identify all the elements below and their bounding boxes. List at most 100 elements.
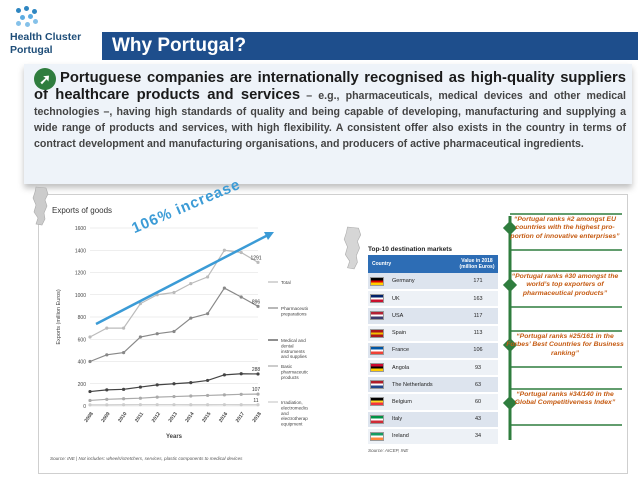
country-value: 117 bbox=[456, 307, 498, 326]
country-value: 43 bbox=[456, 410, 498, 429]
country-flag-icon bbox=[370, 276, 384, 286]
legend-label: Irradiation, electromedical and electrother… bbox=[281, 400, 308, 427]
destinations-title: Top-10 destination markets bbox=[368, 246, 453, 253]
country-flag-icon bbox=[370, 294, 384, 304]
y-tick-label: 200 bbox=[78, 382, 87, 388]
timeline-marker bbox=[502, 395, 518, 411]
x-tick-label: 2018 bbox=[252, 411, 263, 424]
x-tick-label: 2013 bbox=[168, 411, 179, 424]
timeline-bracket bbox=[510, 388, 622, 426]
arrow-up-right-icon: ➚ bbox=[34, 68, 56, 90]
portugal-map-icon-2 bbox=[343, 226, 362, 270]
data-point bbox=[206, 403, 210, 407]
data-point bbox=[138, 396, 142, 400]
legend-label: Basicpharmaceuticalproducts bbox=[281, 364, 308, 380]
table-row: Italy 43 bbox=[368, 410, 498, 429]
legend-label: Pharmaceuticalpreparations bbox=[281, 306, 308, 316]
country-name: The Netherlands bbox=[390, 376, 456, 395]
y-tick-label: 400 bbox=[78, 360, 87, 366]
data-point bbox=[172, 394, 176, 399]
data-point bbox=[105, 353, 109, 357]
country-name: Angola bbox=[390, 358, 456, 378]
data-point bbox=[155, 383, 159, 387]
data-point bbox=[138, 385, 142, 389]
y-tick-label: 1200 bbox=[75, 271, 86, 277]
data-point bbox=[88, 389, 92, 394]
country-flag-icon bbox=[370, 345, 384, 355]
end-value-label: 896 bbox=[252, 299, 261, 305]
data-point bbox=[138, 403, 142, 407]
data-point bbox=[88, 403, 92, 407]
data-point bbox=[239, 250, 243, 255]
data-point bbox=[88, 335, 92, 339]
data-point bbox=[222, 393, 226, 397]
flag-cell bbox=[368, 358, 390, 378]
table-row: The Netherlands 63 bbox=[368, 376, 498, 395]
data-point bbox=[88, 359, 92, 364]
table-row: Angola 93 bbox=[368, 358, 498, 378]
data-point bbox=[172, 290, 176, 295]
data-point bbox=[239, 403, 243, 407]
table-row: UK 163 bbox=[368, 290, 498, 309]
flag-cell bbox=[368, 273, 390, 292]
data-point bbox=[206, 393, 210, 398]
x-axis-label: Years bbox=[166, 434, 183, 440]
country-flag-icon bbox=[370, 363, 384, 373]
flag-cell bbox=[368, 324, 390, 343]
table-row: Spain 113 bbox=[368, 324, 498, 343]
x-tick-label: 2016 bbox=[218, 411, 229, 424]
table-row: France 106 bbox=[368, 341, 498, 360]
timeline-marker bbox=[502, 277, 518, 293]
data-point bbox=[206, 312, 210, 316]
data-point bbox=[155, 403, 159, 407]
flag-cell bbox=[368, 393, 390, 412]
end-value-label: 11 bbox=[253, 398, 258, 404]
data-point bbox=[122, 397, 126, 401]
country-value: 113 bbox=[456, 324, 498, 343]
data-point bbox=[155, 395, 159, 399]
data-point bbox=[155, 332, 159, 336]
increase-arrow bbox=[95, 232, 271, 326]
flag-cell bbox=[368, 410, 390, 429]
data-point bbox=[172, 329, 176, 334]
y-axis-label: Exports (million Euros) bbox=[56, 289, 62, 344]
data-point bbox=[239, 372, 243, 376]
col-country-header: Country bbox=[368, 255, 456, 273]
destinations-source: Source: AICEP, INE bbox=[368, 448, 409, 453]
end-value-label: 288 bbox=[252, 367, 261, 373]
data-point bbox=[256, 304, 260, 308]
country-name: Spain bbox=[390, 324, 456, 343]
x-tick-label: 2015 bbox=[201, 411, 212, 424]
data-point bbox=[122, 403, 126, 407]
table-row: Germany 171 bbox=[368, 273, 498, 292]
country-name: Belgium bbox=[390, 393, 456, 412]
col-value-header: Value in 2018 (million Euros) bbox=[456, 255, 498, 273]
country-flag-icon bbox=[370, 380, 384, 390]
data-point bbox=[105, 388, 109, 392]
timeline-bracket bbox=[510, 270, 622, 308]
y-tick-label: 600 bbox=[78, 337, 87, 343]
intro-lead: Portuguese companies are internationally… bbox=[34, 70, 626, 103]
end-value-label: 107 bbox=[252, 387, 261, 393]
country-value: 63 bbox=[456, 376, 498, 395]
flag-cell bbox=[368, 307, 390, 326]
timeline-marker bbox=[502, 337, 518, 353]
intro-box: ➚ Portuguese companies are international… bbox=[24, 64, 632, 184]
country-name: Ireland bbox=[390, 427, 456, 446]
data-point bbox=[256, 372, 260, 376]
flag-cell bbox=[368, 427, 390, 446]
ranking-quote: “Portugal ranks #34/140 in the Global Co… bbox=[514, 391, 616, 407]
data-point bbox=[105, 397, 109, 401]
data-point bbox=[256, 392, 260, 396]
data-point bbox=[189, 394, 193, 398]
data-point bbox=[105, 403, 109, 407]
country-value: 163 bbox=[456, 290, 498, 309]
flag-cell bbox=[368, 341, 390, 360]
legend-label: Total bbox=[281, 280, 291, 285]
chart-source: Source: INE | Not includes: wheels/stret… bbox=[50, 456, 243, 461]
logo-dots-icon bbox=[14, 6, 38, 28]
data-point bbox=[222, 373, 226, 377]
table-header-row: Country Value in 2018 (million Euros) bbox=[368, 255, 498, 273]
table-row: USA 117 bbox=[368, 307, 498, 326]
country-flag-icon bbox=[370, 414, 384, 424]
